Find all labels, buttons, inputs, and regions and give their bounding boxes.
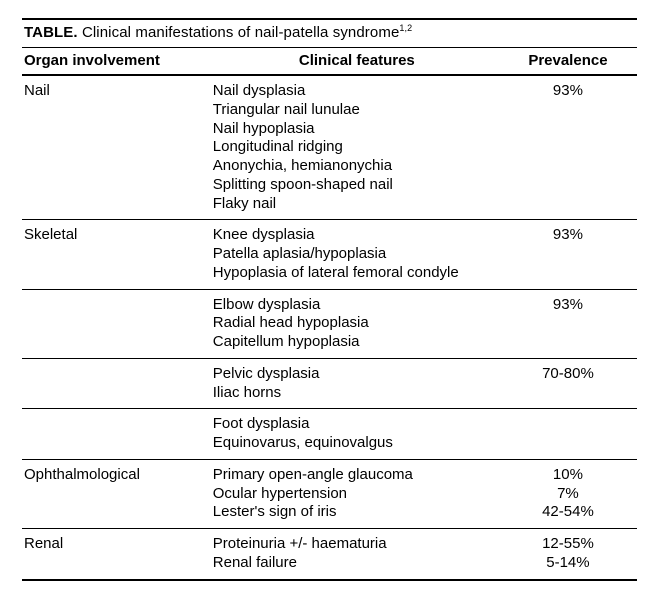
- prevalence-line: 7%: [501, 485, 635, 504]
- feature-line: Pelvic dysplasia: [213, 365, 501, 384]
- prevalence-line: 93%: [501, 226, 635, 245]
- col-header-organ: Organ involvement: [24, 52, 213, 69]
- feature-line: Triangular nail lunulae: [213, 101, 501, 120]
- table-body: NailNail dysplasiaTriangular nail lunula…: [22, 76, 637, 581]
- cell-organ: Renal: [24, 535, 213, 573]
- table-row: NailNail dysplasiaTriangular nail lunula…: [22, 76, 637, 220]
- cell-features: Nail dysplasiaTriangular nail lunulaeNai…: [213, 82, 501, 213]
- cell-prevalence: 12-55%5-14%: [501, 535, 635, 573]
- col-header-features: Clinical features: [213, 52, 501, 69]
- feature-line: Hypoplasia of lateral femoral condyle: [213, 264, 501, 283]
- table-row: Pelvic dysplasiaIliac horns70-80%: [22, 359, 637, 410]
- prevalence-line: 93%: [501, 296, 635, 315]
- cell-prevalence: 10%7%42-54%: [501, 466, 635, 522]
- cell-organ: [24, 365, 213, 403]
- prevalence-line: 70-80%: [501, 365, 635, 384]
- feature-line: Nail hypoplasia: [213, 120, 501, 139]
- cell-organ: Ophthalmological: [24, 466, 213, 522]
- feature-line: Elbow dysplasia: [213, 296, 501, 315]
- cell-prevalence: 93%: [501, 82, 635, 213]
- feature-line: Flaky nail: [213, 195, 501, 214]
- table-header-row: Organ involvement Clinical features Prev…: [22, 48, 637, 76]
- feature-line: Nail dysplasia: [213, 82, 501, 101]
- cell-features: Primary open-angle glaucomaOcular hypert…: [213, 466, 501, 522]
- feature-line: Lester's sign of iris: [213, 503, 501, 522]
- prevalence-line: 42-54%: [501, 503, 635, 522]
- cell-features: Elbow dysplasiaRadial head hypoplasiaCap…: [213, 296, 501, 352]
- feature-line: Ocular hypertension: [213, 485, 501, 504]
- table-row: SkeletalKnee dysplasiaPatella aplasia/hy…: [22, 220, 637, 289]
- cell-features: Proteinuria +/- haematuriaRenal failure: [213, 535, 501, 573]
- feature-line: Capitellum hypoplasia: [213, 333, 501, 352]
- prevalence-line: 5-14%: [501, 554, 635, 573]
- feature-line: Longitudinal ridging: [213, 138, 501, 157]
- table-caption-label: TABLE.: [24, 24, 78, 41]
- feature-line: Primary open-angle glaucoma: [213, 466, 501, 485]
- table-caption-superscript: 1,2: [399, 23, 412, 33]
- feature-line: Proteinuria +/- haematuria: [213, 535, 501, 554]
- cell-organ: Nail: [24, 82, 213, 213]
- feature-line: Foot dysplasia: [213, 415, 501, 434]
- cell-prevalence: 70-80%: [501, 365, 635, 403]
- feature-line: Anonychia, hemianonychia: [213, 157, 501, 176]
- table-row: Foot dysplasiaEquinovarus, equinovalgus: [22, 409, 637, 460]
- feature-line: Renal failure: [213, 554, 501, 573]
- col-header-prevalence: Prevalence: [501, 52, 635, 69]
- cell-organ: [24, 415, 213, 453]
- page: TABLE. Clinical manifestations of nail-p…: [0, 0, 659, 594]
- clinical-table: TABLE. Clinical manifestations of nail-p…: [22, 18, 637, 581]
- cell-organ: [24, 296, 213, 352]
- feature-line: Equinovarus, equinovalgus: [213, 434, 501, 453]
- feature-line: Splitting spoon-shaped nail: [213, 176, 501, 195]
- feature-line: Iliac horns: [213, 384, 501, 403]
- cell-prevalence: 93%: [501, 296, 635, 352]
- cell-features: Knee dysplasiaPatella aplasia/hypoplasia…: [213, 226, 501, 282]
- feature-line: Radial head hypoplasia: [213, 314, 501, 333]
- cell-prevalence: 93%: [501, 226, 635, 282]
- prevalence-line: 93%: [501, 82, 635, 101]
- cell-features: Pelvic dysplasiaIliac horns: [213, 365, 501, 403]
- table-row: RenalProteinuria +/- haematuriaRenal fai…: [22, 529, 637, 581]
- prevalence-line: 10%: [501, 466, 635, 485]
- cell-prevalence: [501, 415, 635, 453]
- cell-features: Foot dysplasiaEquinovarus, equinovalgus: [213, 415, 501, 453]
- table-row: OphthalmologicalPrimary open-angle glauc…: [22, 460, 637, 529]
- feature-line: Knee dysplasia: [213, 226, 501, 245]
- cell-organ: Skeletal: [24, 226, 213, 282]
- table-caption-text: Clinical manifestations of nail-patella …: [82, 24, 399, 41]
- table-row: Elbow dysplasiaRadial head hypoplasiaCap…: [22, 290, 637, 359]
- prevalence-line: 12-55%: [501, 535, 635, 554]
- table-caption: TABLE. Clinical manifestations of nail-p…: [22, 18, 637, 48]
- feature-line: Patella aplasia/hypoplasia: [213, 245, 501, 264]
